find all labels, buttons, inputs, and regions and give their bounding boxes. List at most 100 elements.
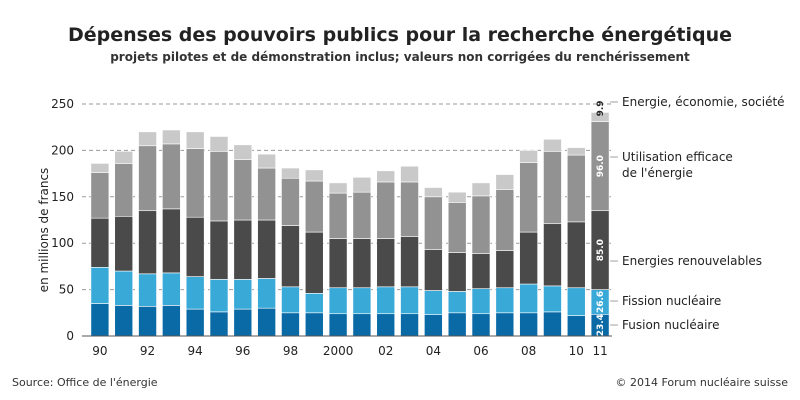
bar-segment xyxy=(328,238,348,289)
legend-entry: Energie, économie, société xyxy=(622,95,785,109)
x-tick-label: 02 xyxy=(378,344,393,358)
bar-segment xyxy=(447,191,467,203)
bar-segment xyxy=(209,220,229,280)
data-label: 96.0 xyxy=(596,155,606,177)
bar-segment xyxy=(495,189,515,251)
y-tick-label: 150 xyxy=(51,190,74,204)
y-tick-label: 250 xyxy=(51,97,74,111)
bar-segment xyxy=(424,249,443,291)
bar-segment xyxy=(376,313,396,337)
bar-segment xyxy=(519,283,538,314)
bar-segment xyxy=(304,293,324,314)
bar-segment xyxy=(400,181,419,238)
bar-segment xyxy=(352,287,372,315)
bar-segment xyxy=(209,136,229,152)
bar-segment xyxy=(233,279,253,310)
chart-title: Dépenses des pouvoirs publics pour la re… xyxy=(67,24,733,46)
data-label: 9.9 xyxy=(596,100,606,116)
bar-segment xyxy=(114,151,134,164)
x-tick-label: 96 xyxy=(235,344,250,358)
bar-segment xyxy=(138,131,157,147)
x-tick-label: 2000 xyxy=(323,344,354,358)
x-tick-label: 11 xyxy=(592,344,607,358)
bar-segment xyxy=(304,312,324,337)
bar-segment xyxy=(352,191,372,239)
bar-segment xyxy=(471,313,491,337)
bar-segment xyxy=(257,167,276,221)
legend-entry: Energies renouvelables xyxy=(622,254,762,268)
data-label: 26.6 xyxy=(596,291,606,313)
bar-segment xyxy=(519,312,538,337)
bar-segment xyxy=(519,162,538,233)
data-label: 85.0 xyxy=(596,239,606,261)
bar-segment xyxy=(566,154,586,223)
bar-segment xyxy=(90,303,110,337)
x-tick-label: 98 xyxy=(283,344,298,358)
bar-segment xyxy=(281,225,300,288)
bar-segment xyxy=(185,308,205,337)
bar-segment xyxy=(543,285,562,313)
bar-segment xyxy=(471,195,491,254)
bar-segment xyxy=(233,219,253,280)
bar-segment xyxy=(162,143,181,210)
legend-entry: Utilisation efficace xyxy=(622,150,733,164)
bar-segment xyxy=(352,177,372,193)
bar-segment xyxy=(257,278,276,309)
x-tick-label: 92 xyxy=(140,344,155,358)
bar-segment xyxy=(495,287,515,314)
bar-segment xyxy=(90,267,110,304)
bar-segment xyxy=(543,223,562,287)
bar-segment xyxy=(519,150,538,163)
bar-segment xyxy=(233,144,253,160)
bar-segment xyxy=(447,291,467,314)
bar-segment xyxy=(233,308,253,337)
bar-segment xyxy=(376,181,396,239)
bar-segment xyxy=(114,215,134,272)
bar-segment xyxy=(209,311,229,337)
bar-segment xyxy=(447,202,467,253)
bar-segment xyxy=(304,231,324,294)
bar-segment xyxy=(376,238,396,288)
bar-segment xyxy=(328,192,348,239)
bar-segment xyxy=(328,313,348,337)
bar-segment xyxy=(495,174,515,190)
x-tick-label: 04 xyxy=(426,344,441,358)
bar-segment xyxy=(471,253,491,289)
bar-segment xyxy=(471,288,491,315)
y-tick-label: 0 xyxy=(66,329,74,343)
source-note: Source: Office de l'énergie xyxy=(12,376,158,389)
bar-segment xyxy=(162,272,181,306)
bar-segment xyxy=(543,311,562,337)
bar-segment xyxy=(281,286,300,314)
bar-segment xyxy=(138,306,157,337)
bar-segment xyxy=(304,180,324,233)
bar-segment xyxy=(138,145,157,212)
bar-segment xyxy=(471,182,491,197)
bar-segment xyxy=(90,217,110,268)
bar-segment xyxy=(447,252,467,292)
x-tick-label: 90 xyxy=(92,344,107,358)
bar-segment xyxy=(138,273,157,307)
bar-segment xyxy=(281,167,300,179)
bar-segment xyxy=(138,210,157,275)
bar-segment xyxy=(352,238,372,289)
bar-segment xyxy=(543,151,562,225)
bar-segment xyxy=(424,187,443,198)
legend-entry: Fusion nucléaire xyxy=(622,318,719,332)
bar-segment xyxy=(257,307,276,337)
bar-segment xyxy=(566,221,586,289)
bar-segment xyxy=(400,165,419,183)
bar-segment xyxy=(257,219,276,279)
bar-segment xyxy=(209,151,229,222)
bar-segment xyxy=(281,177,300,226)
y-axis-title: en millions de francs xyxy=(37,168,51,293)
bar-segment xyxy=(590,112,610,122)
copyright-note: © 2014 Forum nucléaire suisse xyxy=(615,376,788,389)
bar-segment xyxy=(162,305,181,337)
bar-segment xyxy=(233,159,253,221)
bar-segment xyxy=(90,172,110,219)
bar-segment xyxy=(352,313,372,337)
bar-segment xyxy=(90,163,110,173)
bar-segment xyxy=(281,312,300,337)
bar-segment xyxy=(376,286,396,315)
